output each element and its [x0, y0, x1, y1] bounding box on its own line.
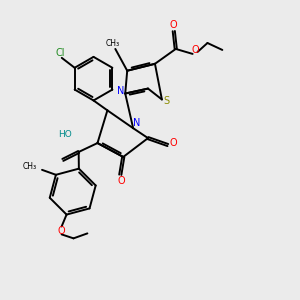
Text: O: O	[118, 176, 125, 186]
Text: N: N	[117, 85, 124, 96]
Text: O: O	[192, 45, 200, 55]
Text: CH₃: CH₃	[105, 40, 119, 49]
Text: HO: HO	[58, 130, 72, 139]
Text: O: O	[58, 226, 65, 236]
Text: O: O	[170, 20, 178, 30]
Text: O: O	[170, 138, 178, 148]
Text: N: N	[134, 118, 141, 128]
Text: S: S	[164, 97, 170, 106]
Text: CH₃: CH₃	[23, 162, 37, 171]
Text: Cl: Cl	[55, 48, 64, 58]
